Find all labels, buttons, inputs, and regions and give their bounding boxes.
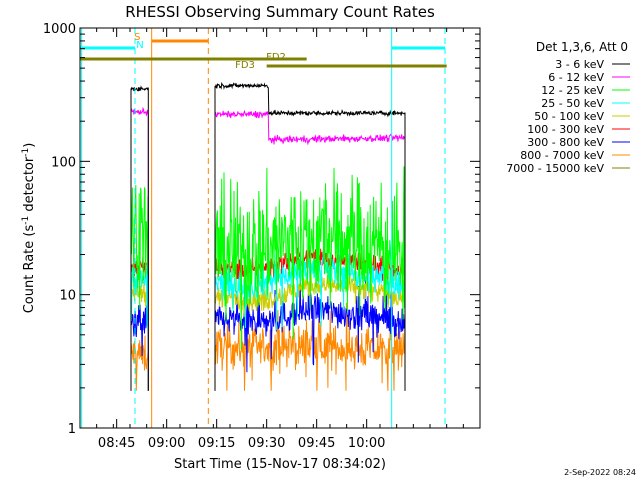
flag-label-fd3: FD3 [235,60,255,71]
y-label-part-1: Count Rate (s [22,225,37,314]
flag-label-n: N [136,40,143,51]
flag-label-fd2: FD2 [266,52,286,63]
marker-layer [81,28,446,428]
y-tick-label: 10 [59,289,76,304]
x-tick-label: 09:45 [298,436,335,451]
flag-layer: SN FD2 FD3 [80,32,447,71]
x-tick-label: 09:15 [198,436,235,451]
axis-layer: 08:45 09:00 09:15 09:30 09:45 10:00 1 10 100 1000 [43,22,481,451]
series-line-12-25-keV-seg2 [214,166,406,391]
x-tick-label: 10:00 [348,436,385,451]
series-line-6-12-keV-seg1 [130,106,149,391]
series-line-3-6-keV-seg2 [214,81,406,391]
series-line-300-800-keV-seg2 [214,277,406,391]
legend-label: 300 - 800 keV [527,136,604,149]
legend-label: 7000 - 15000 keV [506,162,604,175]
legend-label: 3 - 6 keV [555,58,604,71]
series-line-6-12-keV-seg2 [214,109,406,391]
y-axis-label: Count Rate (s-1 detector-1) [21,143,37,314]
y-tick-label: 1 [68,422,76,437]
x-axis-label: Start Time (15-Nov-17 08:34:02) [174,457,386,472]
y-tick-label: 100 [51,155,76,170]
series-line-3-6-keV-seg1 [130,85,149,391]
y-tick-label: 1000 [43,22,76,37]
series-layer [130,81,406,391]
y-label-part-3: ) [22,143,37,148]
chart-title: RHESSI Observing Summary Count Rates [125,3,435,21]
y-label-sup-1: -1 [21,216,31,225]
legend-label: 12 - 25 keV [541,84,604,97]
legend-label: 800 - 7000 keV [520,149,604,162]
legend-label: 50 - 100 keV [534,110,604,123]
footer-timestamp: 2-Sep-2022 08:24 [564,468,636,477]
legend-label: 25 - 50 keV [541,97,604,110]
x-tick-label: 08:45 [98,436,135,451]
legend-title: Det 1,3,6, Att 0 [536,40,628,54]
legend-label: 6 - 12 keV [548,71,604,84]
series-line-800-7000-keV-seg1 [130,329,149,391]
y-label-sup-2: -1 [21,148,31,157]
y-label-part-2: detector [22,156,37,216]
x-tick-label: 09:00 [148,436,185,451]
series-line-12-25-keV-seg1 [130,184,149,391]
legend-label: 100 - 300 keV [527,123,604,136]
x-tick-label: 09:30 [248,436,285,451]
flag-label-s: S [134,32,140,43]
